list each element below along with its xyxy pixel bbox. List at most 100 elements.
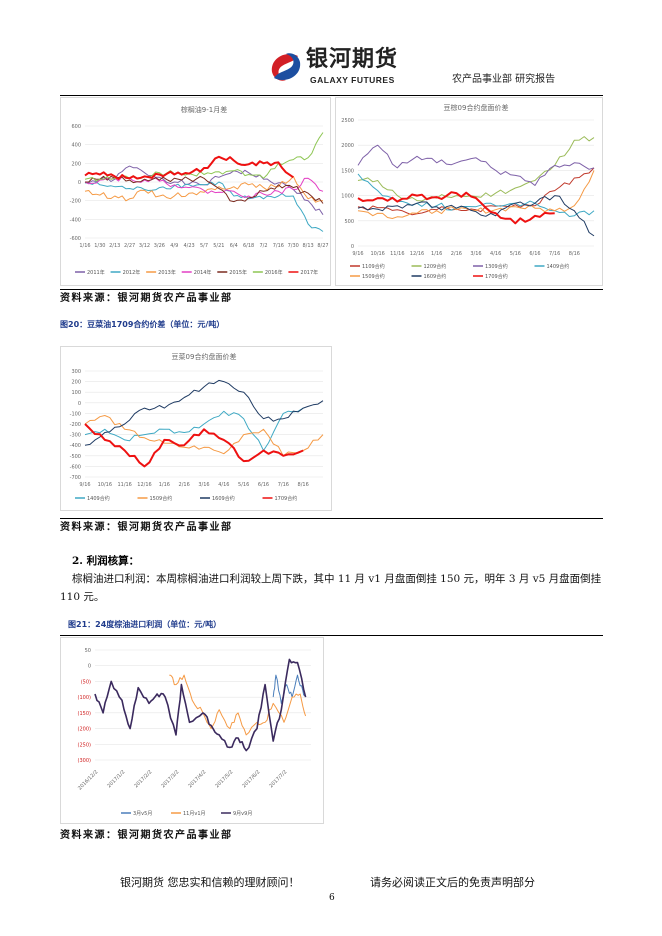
source-note: 资料来源：银河期货农产品事业部 bbox=[60, 522, 233, 533]
y-tick-label: 0 bbox=[88, 664, 91, 670]
x-tick-label: 2016/12/2 bbox=[77, 769, 99, 791]
table-rule bbox=[60, 518, 603, 519]
y-tick-label: -400 bbox=[70, 217, 81, 223]
y-tick-label: 300 bbox=[71, 369, 81, 375]
legend-label: 1609合约 bbox=[212, 495, 235, 502]
source-note: 资料来源：银河期货农产品事业部 bbox=[60, 293, 233, 304]
y-tick-label: 0 bbox=[351, 244, 354, 250]
x-tick-label: 9/16 bbox=[352, 251, 363, 257]
series-line-3 bbox=[357, 144, 595, 186]
x-tick-label: 2017/1/2 bbox=[106, 769, 126, 789]
y-tick-label: -400 bbox=[70, 443, 81, 449]
legend-label: 1409合约 bbox=[547, 263, 570, 270]
x-tick-label: 4/23 bbox=[184, 243, 195, 249]
source-note: 资料来源：银河期货农产品事业部 bbox=[60, 830, 233, 841]
y-tick-label: (300) bbox=[78, 758, 91, 764]
y-tick-label: (50) bbox=[81, 679, 91, 685]
series-line-3 bbox=[84, 379, 324, 446]
y-tick-label: 0 bbox=[78, 401, 81, 407]
x-tick-label: 10/16 bbox=[98, 482, 112, 488]
section-heading: 2. 利润核算： bbox=[72, 555, 140, 567]
x-tick-label: 11/16 bbox=[390, 251, 404, 257]
x-tick-label: 8/13 bbox=[303, 243, 314, 249]
x-tick-label: 5/7 bbox=[200, 243, 208, 249]
x-tick-label: 2017/5/2 bbox=[214, 769, 234, 789]
page-number: 6 bbox=[329, 893, 335, 903]
series-line-3 bbox=[84, 175, 324, 203]
x-tick-label: 5/16 bbox=[510, 251, 521, 257]
legend-label: 9月v9月 bbox=[233, 811, 252, 817]
legend-label: 2013年 bbox=[158, 269, 176, 276]
series-line-5 bbox=[85, 175, 324, 204]
legend-label: 1209合约 bbox=[424, 263, 447, 270]
x-tick-label: 2/13 bbox=[109, 243, 120, 249]
legend-label: 2016年 bbox=[265, 269, 283, 276]
x-tick-label: 7/16 bbox=[549, 251, 560, 257]
y-tick-label: 50 bbox=[85, 648, 91, 654]
x-tick-label: 2017/6/2 bbox=[241, 769, 261, 789]
y-tick-label: 200 bbox=[71, 161, 81, 167]
x-tick-label: 8/16 bbox=[569, 251, 580, 257]
x-tick-label: 3/12 bbox=[139, 243, 150, 249]
y-tick-label: (250) bbox=[78, 742, 91, 748]
chart-title: 豆棕09合约盘面价差 bbox=[444, 103, 509, 112]
legend-label: 1709合约 bbox=[485, 273, 508, 280]
chart-soy-rapeseed-09-spread: 豆菜09合约盘面价差 300 200 100 0 -100 -200 -300 -400 -500… bbox=[60, 346, 332, 511]
y-tick-label: 600 bbox=[71, 124, 81, 130]
y-tick-label: 1000 bbox=[341, 194, 354, 200]
series-line-4 bbox=[84, 423, 304, 468]
series-line-2 bbox=[84, 415, 324, 457]
x-tick-label: 1/16 bbox=[159, 482, 170, 488]
legend-label: 1609合约 bbox=[424, 273, 447, 280]
x-tick-label: 8/16 bbox=[298, 482, 309, 488]
x-tick-label: 6/16 bbox=[258, 482, 269, 488]
header-rule bbox=[60, 95, 603, 96]
legend-label: 3月v5月 bbox=[133, 811, 152, 817]
x-tick-label: 2017/7/2 bbox=[268, 769, 288, 789]
y-tick-label: 200 bbox=[71, 380, 81, 386]
legend-label: 2012年 bbox=[123, 269, 141, 276]
y-tick-label: 1500 bbox=[341, 168, 354, 174]
x-tick-label: 7/30 bbox=[288, 243, 299, 249]
chart-palm-9-1-spread: 棕榈油9-1月差 600 400 200 0 -200 -400 -600 1/16 1/30 2/… bbox=[60, 97, 331, 286]
x-tick-label: 12/16 bbox=[137, 482, 151, 488]
x-tick-label: 6/16 bbox=[529, 251, 540, 257]
series-line-5 bbox=[357, 170, 595, 219]
x-tick-label: 1/16 bbox=[79, 243, 90, 249]
chart-title: 棕榈油9-1月差 bbox=[181, 105, 227, 114]
x-tick-label: 3/16 bbox=[470, 251, 481, 257]
x-tick-label: 5/21 bbox=[213, 243, 224, 249]
series-line-2 bbox=[357, 136, 595, 202]
x-tick-label: 9/16 bbox=[79, 482, 90, 488]
galaxy-logo-icon bbox=[271, 53, 301, 81]
x-tick-label: 4/16 bbox=[490, 251, 501, 257]
x-tick-label: 2017/4/2 bbox=[187, 769, 207, 789]
x-tick-label: 10/16 bbox=[370, 251, 384, 257]
x-tick-label: 12/16 bbox=[410, 251, 424, 257]
series-line-2 bbox=[84, 181, 324, 232]
series-line-3 bbox=[94, 658, 307, 752]
series-line-4 bbox=[84, 176, 324, 199]
x-tick-label: 6/18 bbox=[243, 243, 254, 249]
figure-21-caption: 图21：24度棕油进口利润（单位：元/吨） bbox=[68, 620, 222, 629]
y-tick-label: 0 bbox=[78, 180, 81, 186]
y-tick-label: 2000 bbox=[341, 143, 354, 149]
x-tick-label: 2/27 bbox=[124, 243, 135, 249]
y-tick-label: 400 bbox=[71, 143, 81, 149]
y-tick-label: (100) bbox=[78, 695, 91, 701]
x-tick-label: 7/2 bbox=[259, 243, 267, 249]
y-tick-label: 500 bbox=[344, 219, 354, 225]
footer-slogan: 银河期货 您忠实和信赖的理财顾问！ bbox=[120, 876, 300, 889]
y-tick-label: -700 bbox=[70, 475, 81, 481]
x-tick-label: 3/16 bbox=[198, 482, 209, 488]
chart-palm-import-profit: 50 0 (50) (100) (150) (200) (250) (300) 2016/12/… bbox=[60, 637, 324, 824]
table-rule bbox=[60, 289, 603, 290]
x-tick-label: 2017/3/2 bbox=[160, 769, 180, 789]
series-line-7 bbox=[357, 191, 555, 225]
x-tick-label: 4/16 bbox=[218, 482, 229, 488]
x-tick-label: 2017/2/2 bbox=[133, 769, 153, 789]
series-line-6 bbox=[357, 195, 595, 237]
series-line-1 bbox=[84, 407, 304, 451]
legend-label: 1409合约 bbox=[87, 495, 110, 502]
